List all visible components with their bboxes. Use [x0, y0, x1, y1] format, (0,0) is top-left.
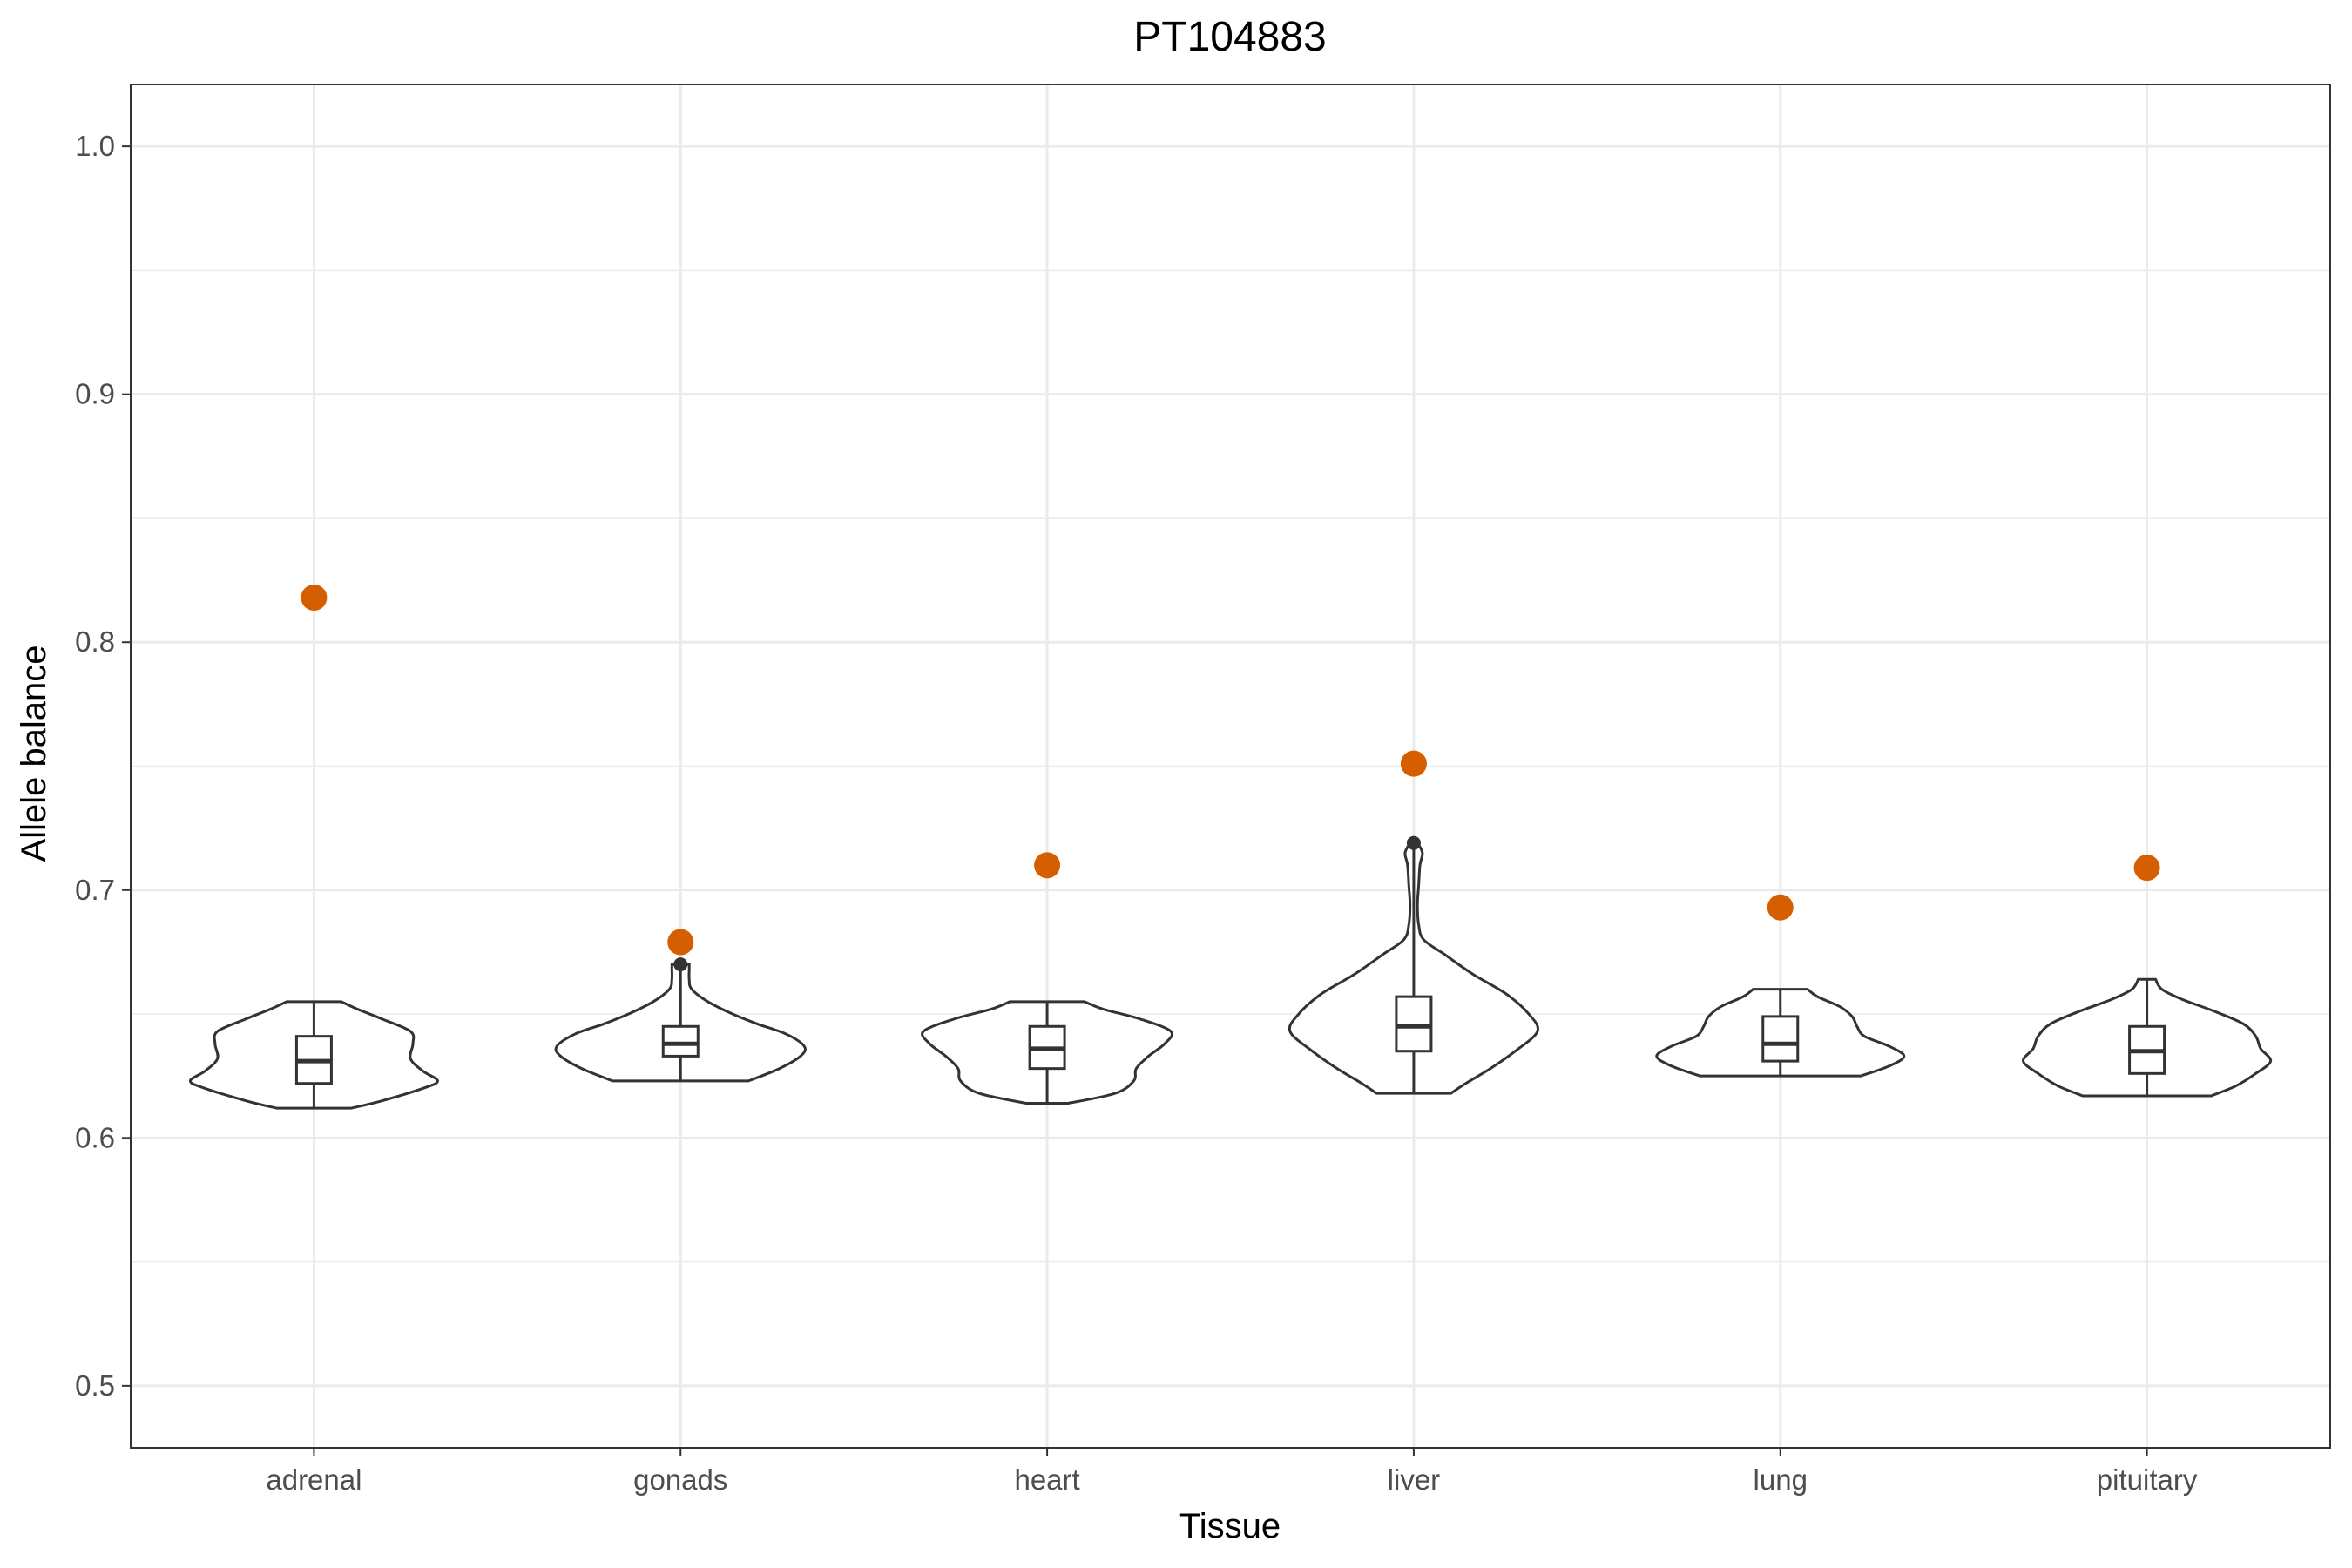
- highlight-point-liver: [1400, 750, 1427, 777]
- x-tick-label: pituitary: [2097, 1463, 2198, 1496]
- grid: [131, 84, 2330, 1448]
- highlight-point-gonads: [667, 929, 694, 956]
- highlight-point-adrenal: [301, 585, 328, 612]
- iqr-box: [1395, 995, 1433, 1053]
- violin-pituitary: [2022, 977, 2273, 1098]
- x-axis: adrenal gonads heart liver lung pituitary: [266, 1448, 2198, 1496]
- x-tick-label: gonads: [633, 1463, 727, 1496]
- x-tick-label: lung: [1754, 1463, 1808, 1496]
- iqr-box: [661, 1024, 700, 1058]
- y-axis-title: Allele balance: [15, 645, 53, 862]
- y-tick-label: 0.5: [75, 1369, 115, 1402]
- x-tick-label: heart: [1014, 1463, 1079, 1496]
- x-tick-label: adrenal: [266, 1463, 362, 1496]
- violin-heart: [921, 1000, 1174, 1105]
- y-tick-label: 0.7: [75, 874, 115, 906]
- outlier-point: [673, 957, 688, 972]
- chart-title: PT104883: [1133, 14, 1327, 60]
- violin-lung: [1655, 988, 1906, 1078]
- y-tick-label: 0.6: [75, 1121, 115, 1153]
- y-tick-label: 0.8: [75, 625, 115, 658]
- iqr-box: [1761, 1015, 1800, 1063]
- highlight-point-lung: [1767, 894, 1794, 921]
- highlight-point-heart: [1034, 852, 1061, 879]
- y-tick-label: 1.0: [75, 130, 115, 162]
- highlight-points: [301, 585, 2160, 956]
- violin-liver: [1288, 835, 1539, 1095]
- y-tick-label: 0.9: [75, 378, 115, 410]
- highlight-point-pituitary: [2133, 855, 2160, 882]
- x-tick-label: liver: [1388, 1463, 1441, 1496]
- outlier-point: [1406, 835, 1421, 850]
- violin-gonads: [554, 957, 807, 1083]
- violin-adrenal: [188, 1000, 439, 1110]
- x-axis-title: Tissue: [1179, 1507, 1281, 1545]
- panel-border: [130, 84, 2331, 1449]
- y-axis: 0.5 0.6 0.7 0.8 0.9 1.0: [75, 130, 131, 1402]
- violins: [188, 835, 2273, 1110]
